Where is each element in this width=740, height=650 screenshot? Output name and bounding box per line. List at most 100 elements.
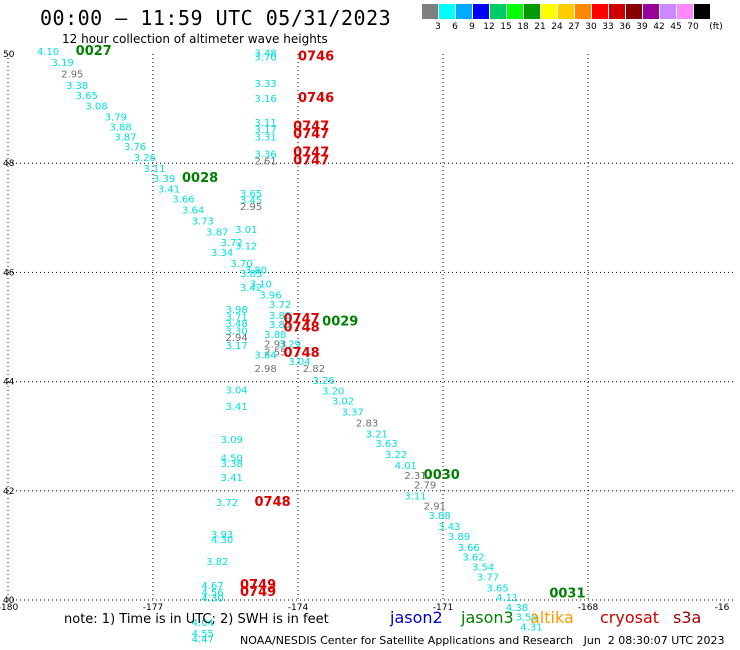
color-swatch [693,4,710,19]
wave-height-label: 3.82 [206,557,228,568]
wave-height-label: 3.72 [221,238,243,249]
wave-height-label: 3.29 [279,340,301,351]
wave-height-label: 3.66 [172,195,194,206]
wave-height-label: 4.55 [192,629,214,640]
lat-tick-label: 50 [3,50,15,60]
wave-height-label: 3.42 [240,283,262,294]
wave-height-label: 3.65 [240,189,262,200]
wave-height-label: 3.88 [429,511,451,522]
wave-height-label: 3.88 [110,122,132,133]
color-scale-label: 39 [636,22,648,32]
wave-height-label: 3.84 [255,351,277,362]
time-label: 0746 [298,50,334,65]
wave-height-label: 3.65 [76,91,98,102]
wave-height-label: 3.39 [153,174,175,185]
color-swatch [421,4,438,19]
color-swatch [472,4,489,19]
color-swatch [438,4,455,19]
time-label: 0029 [322,314,358,329]
wave-height-label: 3.72 [216,498,238,509]
color-scale-label: 9 [469,22,475,32]
wave-height-label: 2.95 [61,69,83,80]
wave-height-label: 3.04 [288,357,310,368]
wave-height-label: 3.26 [313,376,335,387]
wave-height-label: 4.56 [201,588,223,599]
color-swatch [557,4,574,19]
wave-height-label: 3.43 [438,522,460,533]
wave-height-label: 4.47 [192,635,214,646]
lat-tick-label: 48 [3,159,15,169]
wave-height-label: 3.36 [255,150,277,161]
color-scale-label: 18 [517,22,529,32]
color-swatch [608,4,625,19]
wave-height-label: 3.38 [221,459,243,470]
time-label: 0748 [255,495,291,510]
color-scale-label: 24 [551,22,563,32]
wave-height-label: 3.04 [226,386,248,397]
color-swatch [659,4,676,19]
wave-height-label: 3.65 [487,583,509,594]
observation-labels: 4.10 00273.192.953.383.653.083.793.883.87… [37,44,586,650]
wave-height-label: 3.01 [235,225,257,236]
color-scale-label: 45 [670,22,682,32]
axis-tick-labels: -180 -177 -174 -171 -168 -16 50 48 46 44 42 40 [0,50,730,613]
wave-height-label: 3.41 [158,185,180,196]
wave-height-label: 3.22 [385,450,407,461]
wave-height-label: 3.63 [375,439,397,450]
wave-height-label: 4.50 [221,453,243,464]
wave-height-label: 3.02 [332,397,354,408]
legend-cryosat: cryosat [600,608,660,627]
wave-height-label: 3.10 [250,280,272,291]
time-label: 0749 [240,578,276,593]
wave-height-label: 3.37 [342,407,364,418]
wave-height-label: 3.21 [366,429,388,440]
time-label: 0747 [284,312,320,327]
wave-height-label: 3.80 [245,265,267,276]
wave-height-label: 3.34 [211,248,233,259]
color-swatch [540,4,557,19]
wave-height-label: 3.71 [226,312,248,323]
color-swatch [591,4,608,19]
color-scale-label: 33 [602,22,614,32]
wave-height-label: 3.88 [264,330,286,341]
wave-height-label: 3.64 [182,205,204,216]
wave-height-label: 3.33 [255,79,277,90]
wave-height-label: 3.30 [226,327,248,338]
legend-altika: altika [530,608,574,627]
wave-height-label: 4.11 [496,593,518,604]
lat-tick-label: 40 [3,596,15,606]
wave-height-label: 3.88 [269,311,291,322]
wave-height-label: 4.04 [192,618,214,629]
legend-s3a: s3a [673,608,702,627]
wave-height-label: 4.30 [201,594,223,605]
wave-height-label: 3.17 [226,341,248,352]
wave-height-label: 3.11 [255,118,277,129]
wave-height-label: 3.87 [114,132,136,143]
color-swatch [574,4,591,19]
color-swatch [489,4,506,19]
wave-height-label: 3.87 [206,227,228,238]
lat-tick-label: 42 [3,487,14,497]
wave-height-label: 4.31 [520,623,542,634]
wave-height-label: 3.96 [259,291,281,302]
legend-jason3: jason3 [461,608,514,627]
grid-lines [7,54,733,601]
wave-height-label: 3.48 [226,319,248,330]
lon-tick-label: -180 [0,603,18,613]
lon-tick-label: -171 [433,603,453,613]
wave-height-label: 2.82 [303,364,325,375]
wave-height-label: 2.61 [255,156,277,167]
time-label: 0747 [293,146,329,161]
lat-tick-label: 44 [3,378,15,388]
wave-height-label: 3.12 [235,241,257,252]
lat-tick-label: 46 [3,268,15,278]
wave-height-label: 3.54 [472,563,494,574]
time-label: 0030 [424,468,460,483]
wave-height-label: 4.30 [211,535,233,546]
color-scale-label: 15 [500,22,512,32]
lon-tick-label: -174 [288,603,309,613]
wave-height-label: 3.19 [52,58,74,69]
color-swatch [523,4,540,19]
wave-height-label: 3.70 [255,53,277,64]
wave-height-label: 3.62 [462,553,484,564]
